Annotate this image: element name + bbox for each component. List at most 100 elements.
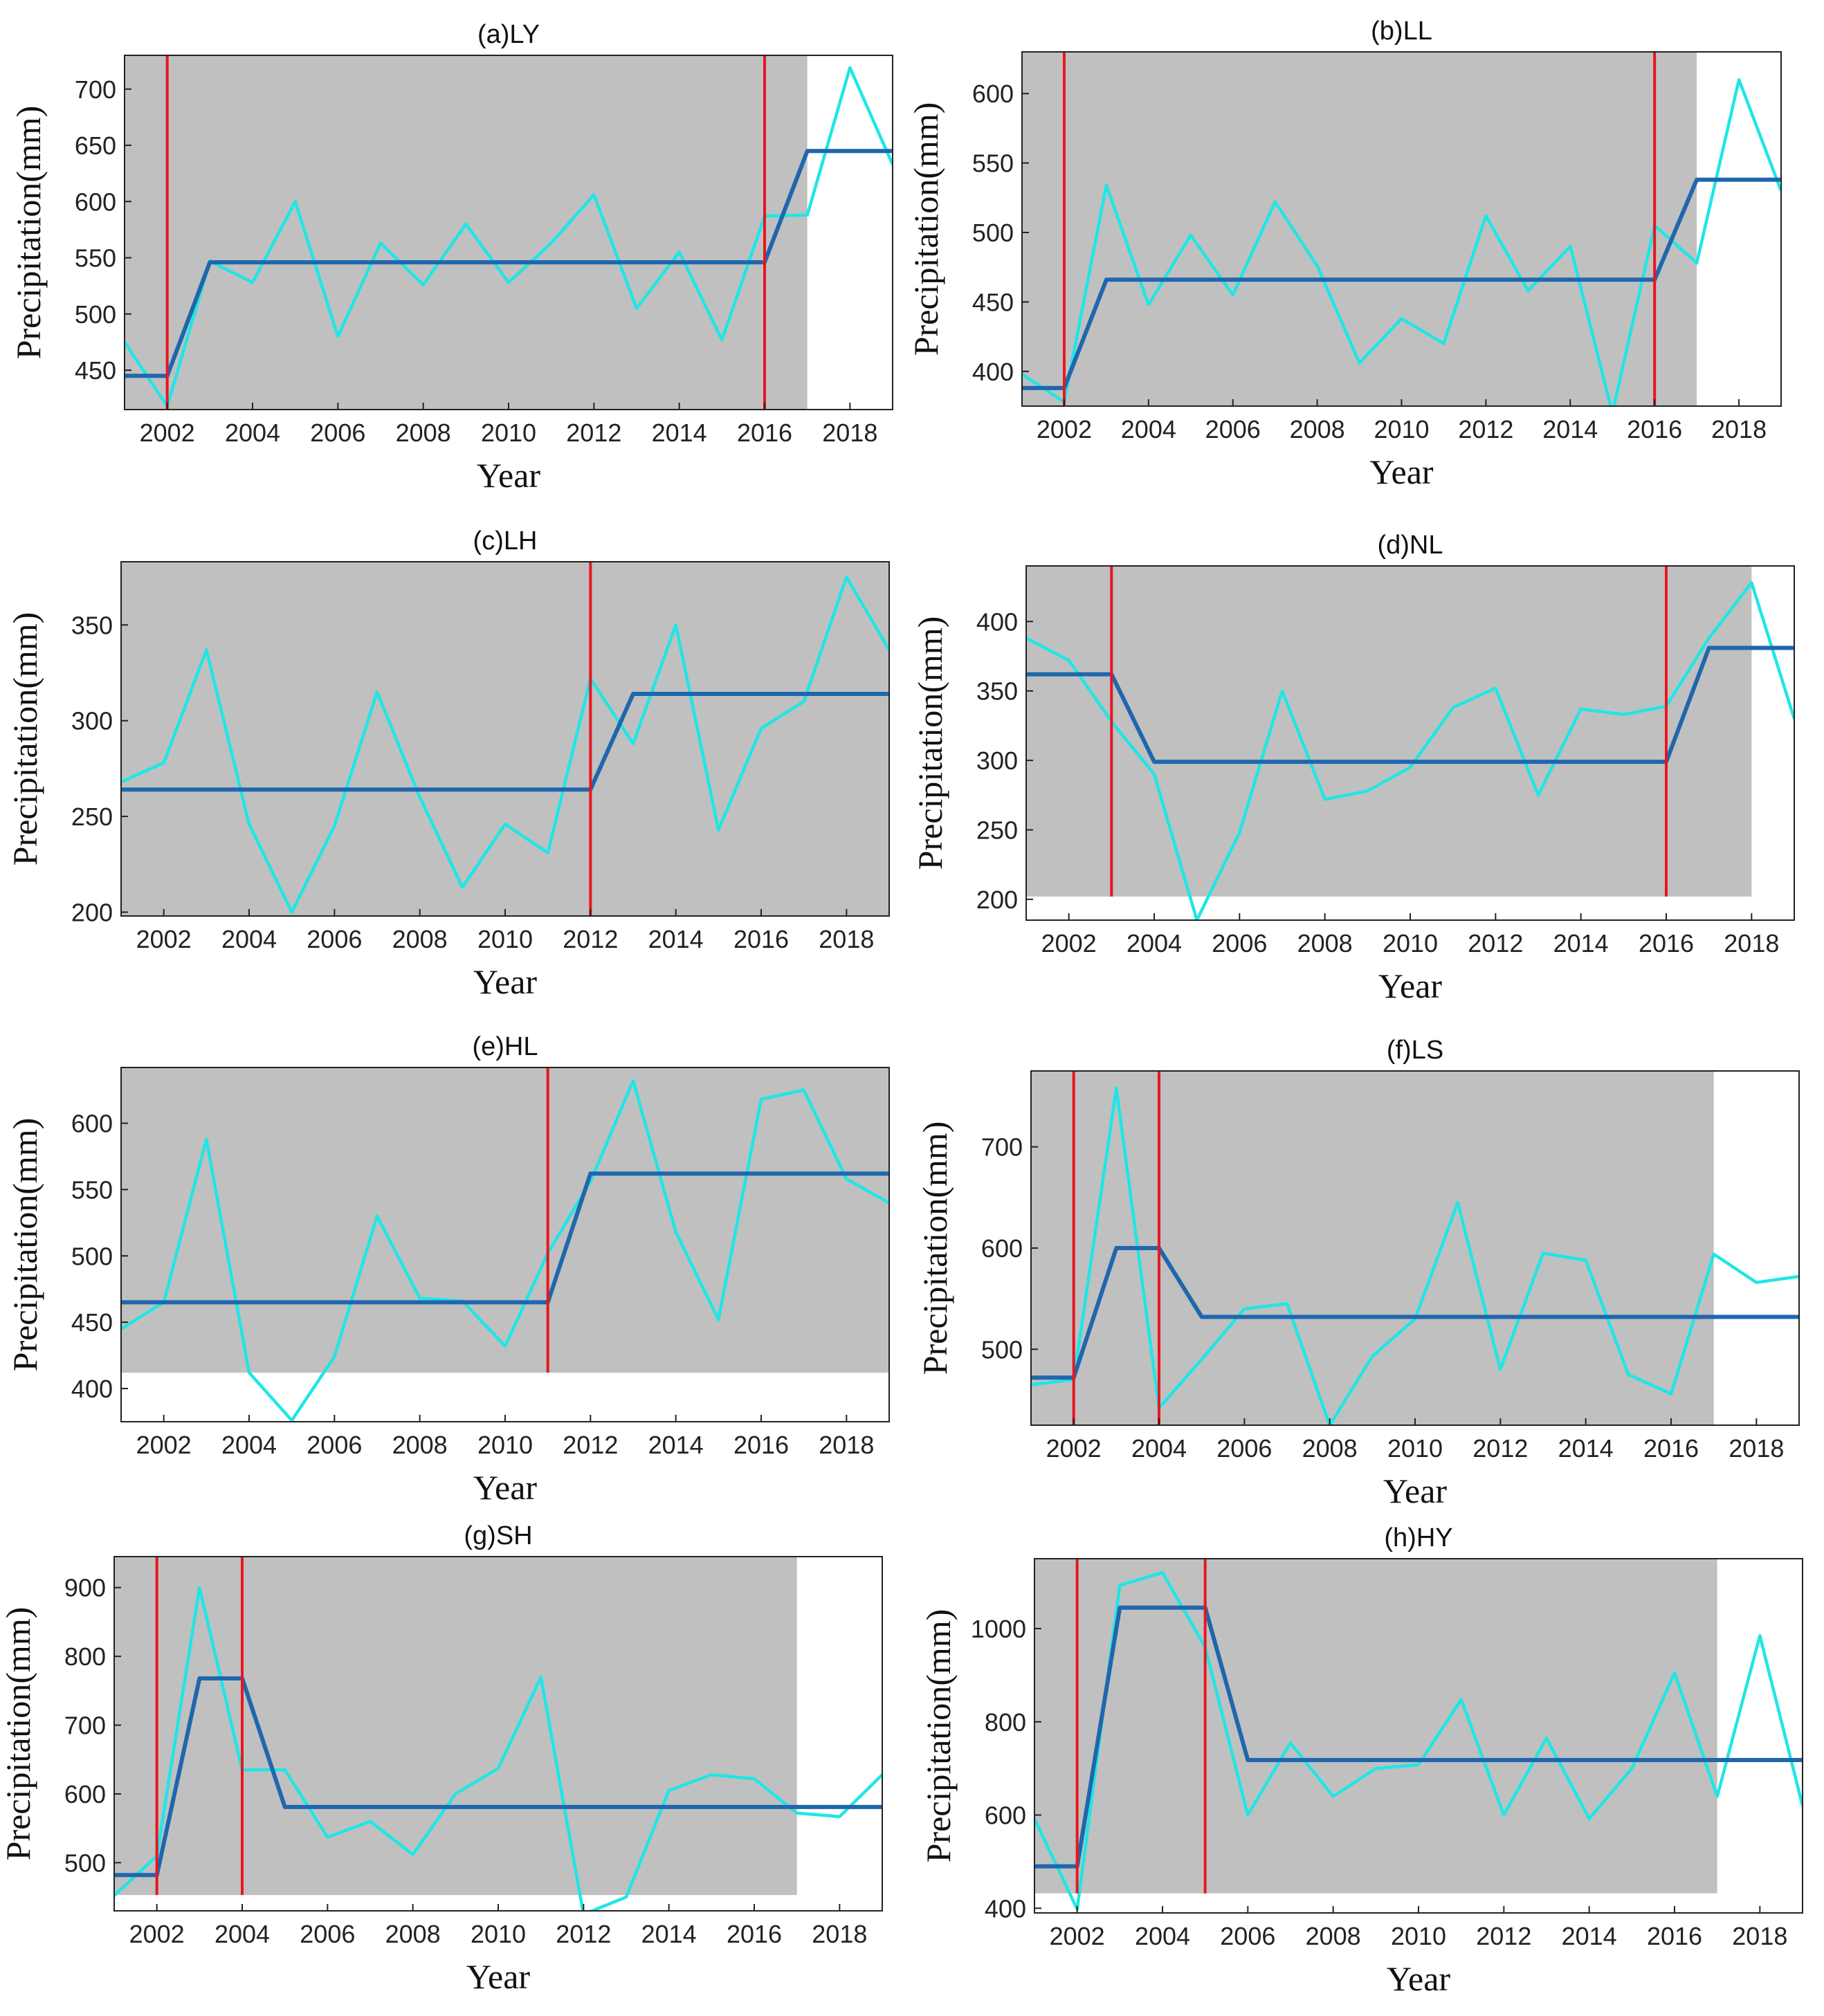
y-tick-label: 600 [985, 1802, 1026, 1830]
x-tick-label: 2002 [136, 925, 192, 953]
x-tick-label: 2018 [822, 419, 877, 447]
x-tick-label: 2006 [310, 419, 365, 447]
y-tick-label: 550 [75, 244, 116, 273]
y-tick-label: 200 [976, 886, 1018, 914]
x-tick-label: 2006 [307, 925, 362, 953]
x-tick-label: 2004 [1135, 1922, 1190, 1950]
x-tick-label: 2016 [733, 925, 789, 953]
x-axis-label: Year [1369, 452, 1433, 491]
x-tick-label: 2014 [641, 1920, 697, 1948]
y-axis-label: Precipitation(mm) [906, 102, 945, 356]
y-tick-label: 700 [75, 75, 116, 104]
y-tick-label: 550 [71, 1175, 113, 1204]
y-tick-label: 650 [75, 131, 116, 160]
x-tick-label: 2004 [225, 419, 280, 447]
x-tick-label: 2004 [221, 1431, 277, 1459]
chart-panel-4: 2002 2004 2006 2008 2010 2012 2014 2016 2018 200 2… [911, 531, 1795, 1005]
x-tick-label: 2004 [1131, 1434, 1187, 1463]
x-axis-label: Year [473, 1468, 537, 1507]
y-tick-label: 900 [64, 1574, 106, 1602]
y-tick-label: 350 [976, 677, 1018, 706]
x-tick-label: 2014 [648, 925, 704, 953]
y-tick-label: 600 [64, 1780, 106, 1808]
y-tick-label: 500 [75, 300, 116, 329]
y-tick-label: 400 [972, 358, 1014, 386]
x-tick-label: 2008 [1302, 1434, 1358, 1463]
y-tick-label: 250 [976, 816, 1018, 844]
y-tick-label: 800 [64, 1642, 106, 1671]
x-tick-label: 2016 [1639, 929, 1694, 957]
x-tick-label: 2014 [1558, 1434, 1614, 1463]
y-tick-label: 250 [71, 803, 113, 831]
x-tick-label: 2002 [136, 1431, 192, 1459]
x-tick-label: 2018 [812, 1920, 867, 1948]
x-axis-label: Year [477, 456, 540, 495]
x-tick-label: 2012 [1468, 929, 1523, 957]
x-tick-label: 2006 [1212, 929, 1267, 957]
x-tick-label: 2016 [737, 419, 792, 447]
chart-title: (g)SH [464, 1521, 532, 1550]
x-tick-label: 2010 [477, 925, 533, 953]
x-tick-label: 2014 [1542, 415, 1598, 443]
chart-panel-1: 2002 2004 2006 2008 2010 2012 2014 2016 2018 450 5… [9, 20, 893, 495]
x-tick-label: 2008 [1306, 1922, 1361, 1950]
x-tick-label: 2002 [1050, 1922, 1105, 1950]
chart-panel-3: 2002 2004 2006 2008 2010 2012 2014 2016 2018 200 2… [6, 526, 890, 1001]
x-tick-label: 2018 [819, 925, 874, 953]
x-tick-label: 2002 [129, 1920, 185, 1948]
x-tick-label: 2008 [1290, 415, 1345, 443]
x-tick-label: 2004 [215, 1920, 270, 1948]
x-tick-label: 2016 [1647, 1922, 1702, 1950]
x-tick-label: 2002 [1037, 415, 1092, 443]
x-tick-label: 2016 [1627, 415, 1682, 443]
y-tick-label: 400 [976, 607, 1018, 636]
x-tick-label: 2016 [727, 1920, 782, 1948]
x-tick-label: 2012 [563, 925, 618, 953]
chart-title: (b)LL [1371, 17, 1432, 46]
x-tick-label: 2018 [819, 1431, 874, 1459]
shaded-region [121, 562, 889, 916]
x-tick-label: 2006 [307, 1431, 362, 1459]
y-tick-label: 600 [75, 187, 116, 216]
x-tick-label: 2012 [1458, 415, 1513, 443]
x-tick-label: 2012 [563, 1431, 618, 1459]
y-tick-label: 350 [71, 611, 113, 639]
y-tick-label: 400 [985, 1894, 1026, 1923]
x-tick-label: 2016 [1643, 1434, 1699, 1463]
x-tick-label: 2014 [1562, 1922, 1617, 1950]
x-tick-label: 2006 [1220, 1922, 1275, 1950]
y-axis-label: Precipitation(mm) [9, 106, 48, 360]
x-tick-label: 2018 [1729, 1434, 1784, 1463]
observed-series-line [121, 575, 889, 914]
y-tick-label: 450 [972, 288, 1014, 316]
y-tick-label: 450 [71, 1308, 113, 1337]
y-tick-label: 700 [64, 1712, 106, 1740]
x-tick-label: 2012 [556, 1920, 611, 1948]
y-tick-label: 200 [71, 898, 113, 926]
shaded-region [121, 1067, 889, 1373]
shaded-region [1034, 1559, 1717, 1894]
shaded-region [1026, 566, 1752, 897]
x-tick-label: 2018 [1711, 415, 1767, 443]
chart-panel-8: 2002 2004 2006 2008 2010 2012 2014 2016 2018 400 6… [919, 1523, 1803, 1998]
x-tick-label: 2006 [300, 1920, 355, 1948]
x-axis-label: Year [1383, 1472, 1447, 1510]
y-tick-label: 1000 [971, 1615, 1026, 1643]
x-tick-label: 2008 [392, 1431, 448, 1459]
x-axis-label: Year [1378, 966, 1442, 1005]
x-tick-label: 2008 [385, 1920, 441, 1948]
x-tick-label: 2002 [1046, 1434, 1102, 1463]
x-tick-label: 2006 [1216, 1434, 1272, 1463]
y-tick-label: 550 [972, 149, 1014, 178]
chart-panel-7: 2002 2004 2006 2008 2010 2012 2014 2016 2018 500 6… [0, 1521, 883, 1996]
x-tick-label: 2008 [396, 419, 451, 447]
y-tick-label: 600 [972, 80, 1014, 108]
x-tick-label: 2010 [477, 1431, 533, 1459]
fitted-series-line [1034, 1605, 1803, 1869]
x-tick-label: 2014 [648, 1431, 704, 1459]
x-tick-label: 2010 [481, 419, 536, 447]
x-tick-label: 2010 [1387, 1434, 1443, 1463]
x-tick-label: 2014 [652, 419, 707, 447]
y-axis-label: Precipitation(mm) [0, 1607, 37, 1861]
